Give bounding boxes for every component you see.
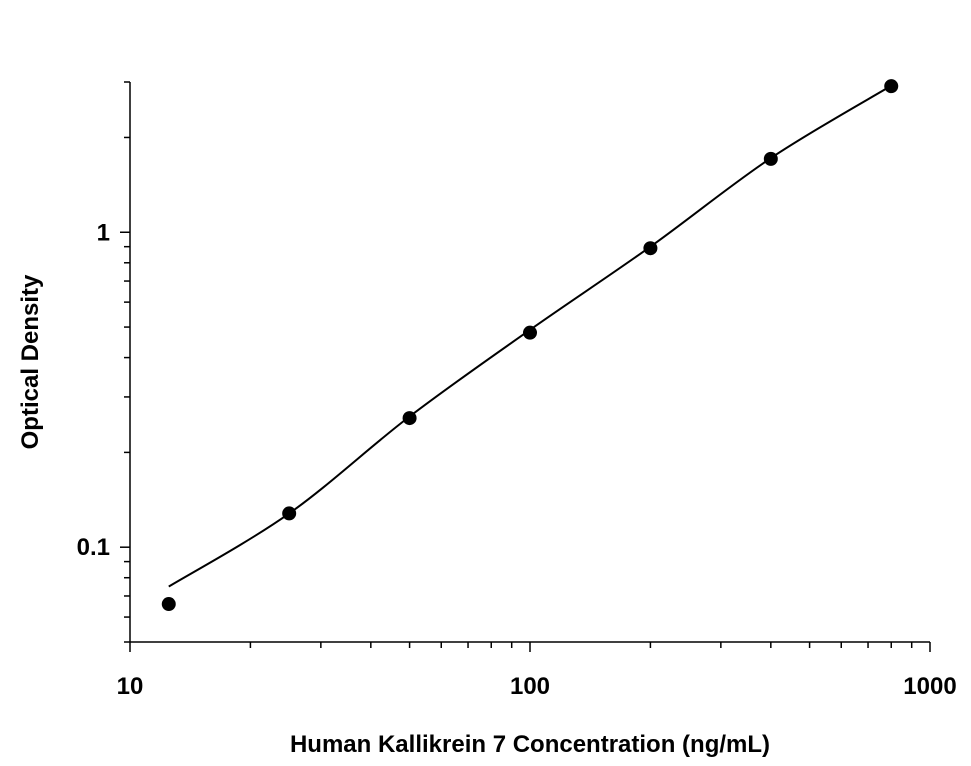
data-point	[884, 79, 899, 94]
x-tick-label: 10	[117, 673, 144, 700]
x-tick-label: 1000	[903, 673, 956, 700]
x-axis-label: Human Kallikrein 7 Concentration (ng/mL)	[290, 731, 770, 758]
data-point	[161, 597, 176, 612]
y-axis-label: Optical Density	[17, 274, 44, 449]
x-tick-label: 100	[510, 673, 550, 700]
data-point	[523, 325, 537, 340]
y-tick-label: 0.1	[77, 534, 110, 561]
y-tick-label: 1	[97, 219, 110, 246]
data-point	[763, 151, 778, 166]
data-point	[282, 506, 297, 521]
data-point	[402, 411, 417, 426]
data-point	[643, 241, 658, 256]
